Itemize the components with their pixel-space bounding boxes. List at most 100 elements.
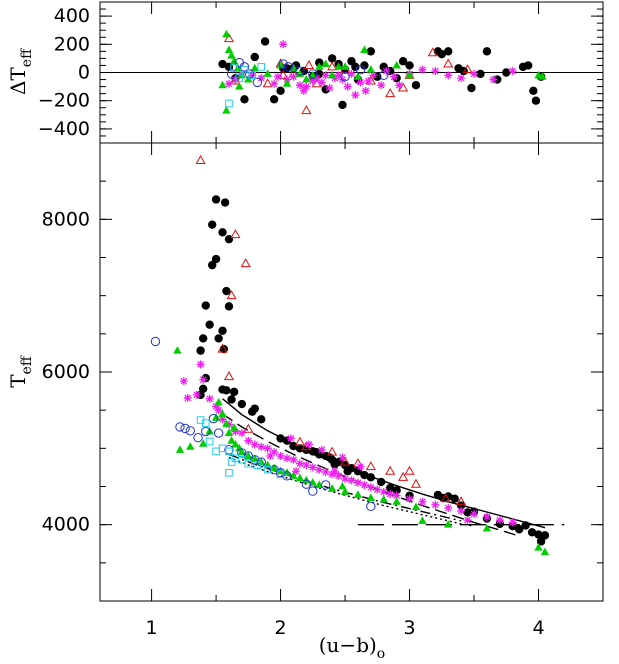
open-circle-point [308,69,318,79]
filled-circle-point [222,286,231,296]
filled-circle-point [529,86,538,96]
filled-triangle-point [229,423,239,431]
asterisk-point [361,86,370,95]
y-tick-label: 6000 [42,361,90,383]
open-triangle-point [398,471,409,481]
filled-triangle-point [224,45,234,53]
filled-triangle-point [233,63,243,72]
open-circle-point [340,72,350,82]
open-circle-point [321,480,331,490]
asterisk-point [257,74,266,83]
asterisk-point [347,69,356,78]
asterisk-point [205,394,214,403]
asterisk-point [405,494,414,503]
filled-circle-point [456,501,466,510]
asterisk-point [334,71,343,80]
filled-circle-point [237,399,247,409]
asterisk-point [295,81,304,90]
bottom-y-label-sub: eff [19,355,35,374]
asterisk-point [273,72,282,81]
asterisk-point [283,454,292,463]
bottom-x-axis-label: (u−b)o [319,633,385,662]
asterisk-point [248,71,257,80]
asterisk-point [231,427,240,436]
open-triangle-point [462,64,473,74]
filled-circle-point [405,61,414,70]
open-circle-point [379,70,389,81]
filled-triangle-point [353,490,363,498]
filled-circle-point [211,254,221,264]
filled-triangle-point [482,523,492,532]
open-triangle-point [427,47,438,57]
open-circle-point [283,62,294,72]
open-square-point [263,465,272,474]
open-circle-point [244,69,255,79]
filled-triangle-point [411,502,421,511]
filled-triangle-point [379,494,388,503]
x-tick-label: 2 [275,617,287,639]
asterisk-point [356,78,365,87]
top-y-ticks: −400 −200 0 200 400 [38,1,603,144]
filled-circle-point [208,220,217,229]
open-circle-point [185,426,195,436]
open-square-point [276,470,285,479]
open-triangle-point [195,155,206,165]
filled-triangle-point [222,419,231,427]
filled-triangle-point [218,409,227,417]
asterisk-point [270,79,279,88]
filled-triangle-point [229,56,239,65]
bottom-x-ticks: 1 2 3 4 [146,143,545,639]
open-circle-point [282,471,292,481]
filled-circle-point [338,100,347,110]
open-square-point [235,74,244,82]
filled-triangle-point [302,75,311,83]
asterisk-point [457,74,466,83]
filled-circle-point [360,470,369,480]
asterisk-point [231,75,240,84]
bottom-y-ticks: 4000 6000 8000 [42,142,603,602]
open-circle-point [226,69,237,79]
open-square-point [230,64,238,73]
bottom-y-label-main: T [6,374,30,388]
open-circle-point [250,455,260,465]
filled-triangle-point [295,473,305,482]
filled-triangle-point [340,487,350,495]
filled-circle-point [444,47,453,56]
filled-triangle-point [214,398,223,406]
open-circle-point [175,422,185,432]
open-circle-point [275,468,286,478]
filled-circle-point [521,521,530,530]
open-square-point [212,447,220,456]
filled-triangle-point [366,65,376,73]
asterisk-point [482,513,491,522]
asterisk-point [457,506,466,515]
open-circle-point [239,62,250,72]
open-circle-point [308,486,318,496]
asterisk-point [338,75,347,84]
open-square-point [225,99,233,108]
open-square-point [227,458,236,466]
filled-circle-point [514,525,524,534]
filled-triangle-point [315,62,324,70]
asterisk-point [347,476,356,485]
asterisk-point [183,393,192,402]
filled-circle-point [218,228,227,237]
filled-circle-point [276,434,285,443]
filled-circle-point [536,537,546,546]
open-square-point [205,437,214,446]
asterisk-point [334,471,343,480]
asterisk-point [470,509,479,518]
open-triangle-point [385,465,396,475]
open-triangle-point [303,59,314,69]
filled-triangle-point [263,69,272,77]
asterisk-point [302,82,311,91]
filled-triangle-point [224,428,234,437]
bottom-data-points [150,155,550,556]
asterisk-point [373,485,382,494]
asterisk-point [270,448,279,457]
filled-circle-point [208,260,217,270]
filled-circle-point [463,508,472,517]
asterisk-point [390,72,399,81]
filled-triangle-point [334,62,343,70]
